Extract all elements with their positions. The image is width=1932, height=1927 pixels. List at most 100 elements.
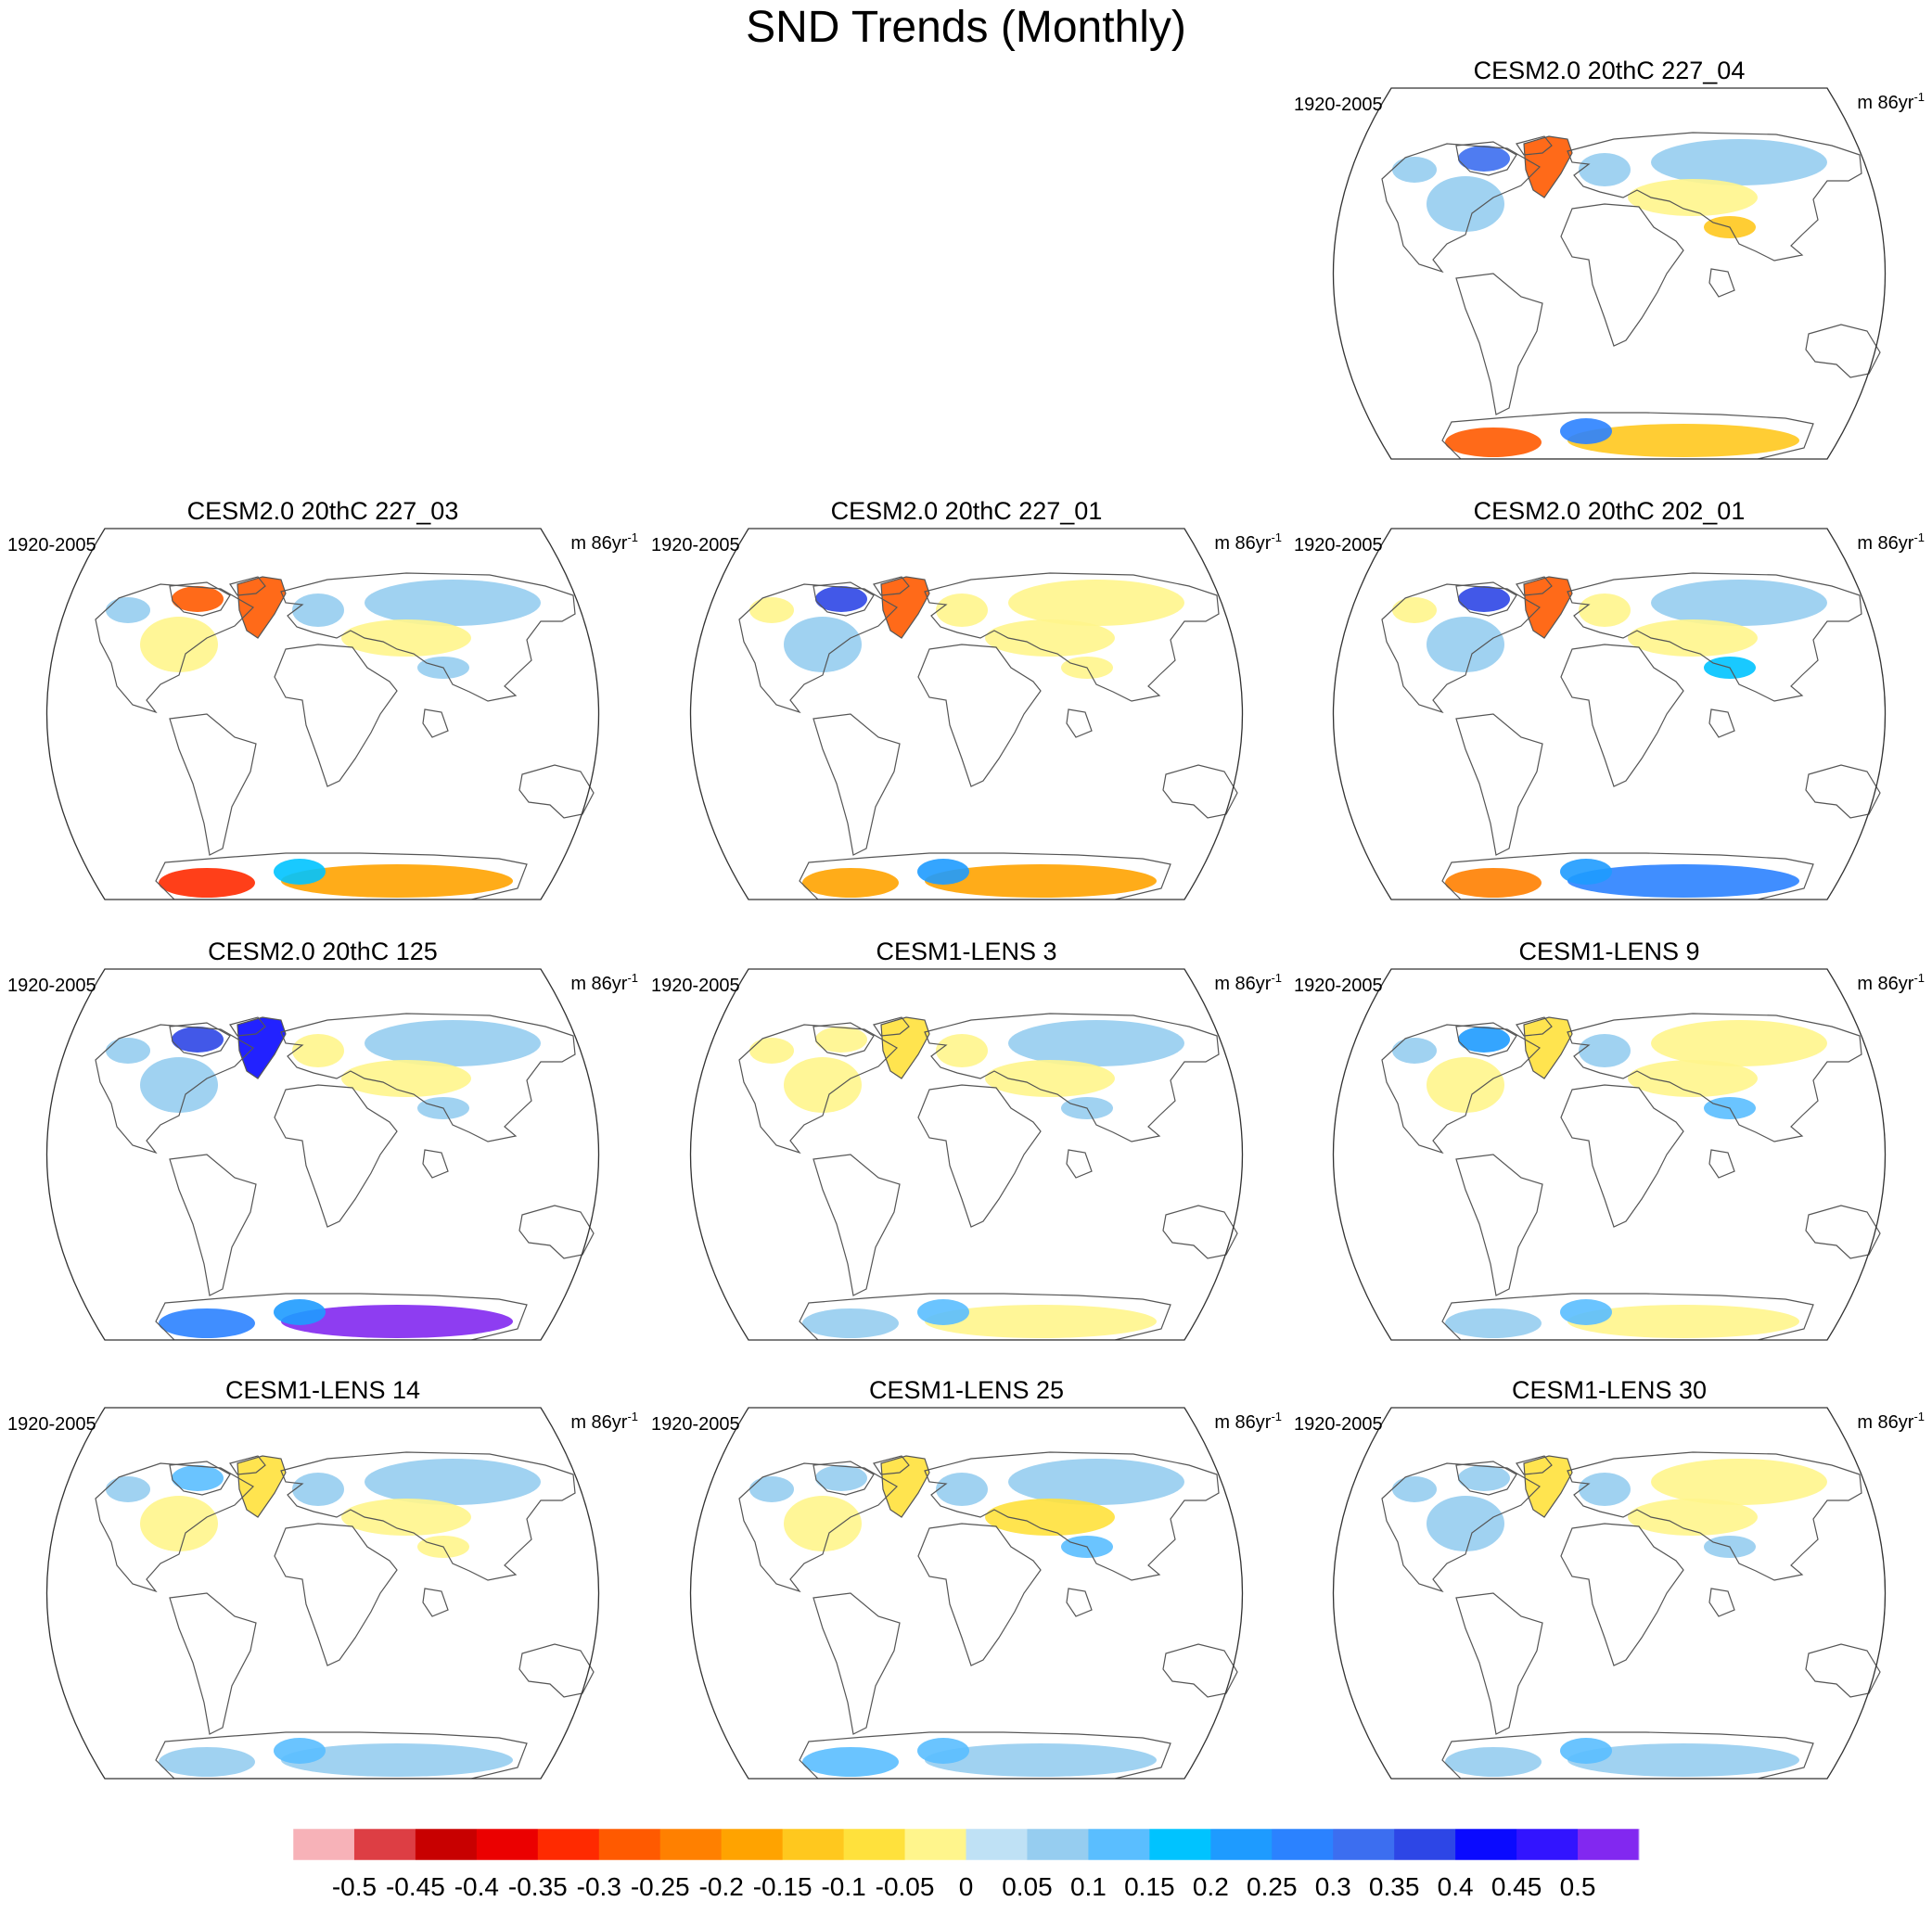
coastline-1	[1455, 1154, 1543, 1296]
panel-units: m 86yr-1	[1857, 90, 1925, 113]
coastline-5	[1162, 1205, 1238, 1259]
map-panel-cesm2-227-04: CESM2.0 20thC 227_04 1920-2005 m 86yr-1	[1294, 57, 1925, 460]
region-nam-interior	[140, 1057, 218, 1113]
panel-units: m 86yr-1	[1214, 1410, 1282, 1433]
coastline-1	[169, 1592, 257, 1735]
coastline-arctic-archipelago	[1455, 1022, 1517, 1057]
coastline-0	[1381, 583, 1541, 714]
coastline-arctic-archipelago	[1455, 141, 1517, 176]
figure-title: SND Trends (Monthly)	[746, 3, 1186, 52]
region-antarctica-pen	[1560, 1299, 1612, 1325]
map-body	[1381, 1451, 1881, 1779]
colorbar-box	[1394, 1829, 1456, 1860]
region-central-asia	[1628, 179, 1758, 216]
coastline-0	[738, 1024, 898, 1155]
colorbar-tick-label: 0	[959, 1872, 974, 1901]
coastline-5	[518, 764, 595, 819]
region-antarctica-e	[1567, 1743, 1799, 1777]
colorbar-tick-label: -0.25	[631, 1872, 690, 1901]
region-central-asia	[341, 1060, 471, 1097]
coastline-4	[917, 1084, 1042, 1228]
coastline-1	[812, 1154, 901, 1296]
region-siberia	[1651, 1459, 1827, 1505]
panel-units: m 86yr-1	[1857, 971, 1925, 994]
region-canadian-archipelago	[172, 586, 224, 612]
colorbar-box	[1578, 1829, 1640, 1860]
panel-units: m 86yr-1	[1857, 1410, 1925, 1433]
region-nam-interior	[784, 1057, 862, 1113]
region-greenland	[237, 1456, 286, 1517]
region-antarctica-e	[1567, 864, 1799, 898]
coastline-greenland	[1523, 1455, 1573, 1518]
region-canadian-archipelago	[1458, 1027, 1510, 1053]
coastline-greenland	[237, 1016, 287, 1079]
colorbar-tick-label: -0.05	[876, 1872, 935, 1901]
region-antarctica-pen	[917, 1299, 969, 1325]
region-nam-interior	[784, 617, 862, 672]
coastline-3	[1567, 132, 1862, 262]
panel-units: m 86yr-1	[570, 530, 638, 554]
coastline-arctic-archipelago	[812, 1461, 875, 1496]
coastline-arctic-archipelago	[169, 1022, 231, 1057]
coastline-2	[1516, 576, 1553, 596]
colorbar-tick-label: 0.4	[1438, 1872, 1474, 1901]
region-greenland	[881, 577, 929, 638]
coastline-antarctica	[799, 852, 1171, 900]
region-scandinavia	[1579, 593, 1631, 627]
panel-period: 1920-2005	[1294, 1414, 1383, 1435]
panel-units-base: m 86yr	[570, 974, 627, 994]
panel-units-exponent: -1	[1913, 1410, 1925, 1423]
coastline-greenland	[237, 1455, 287, 1518]
panel-units-exponent: -1	[1271, 971, 1282, 985]
region-greenland	[237, 577, 286, 638]
region-antarctica-w	[159, 1308, 255, 1338]
coastline-1	[1455, 713, 1543, 856]
coastline-0	[738, 1462, 898, 1593]
region-antarctica-e	[281, 1743, 513, 1777]
coastline-6	[422, 708, 449, 738]
region-siberia	[365, 1459, 541, 1505]
coastline-3	[924, 572, 1220, 702]
panel-units: m 86yr-1	[570, 1410, 638, 1433]
colorbar-box	[782, 1829, 845, 1860]
coastline-arctic-archipelago	[1455, 1461, 1517, 1496]
region-nam-interior	[140, 1496, 218, 1551]
panel-title: CESM1-LENS 3	[876, 938, 1056, 965]
map-border	[689, 968, 1244, 1341]
coastline-greenland	[1523, 1016, 1573, 1079]
panel-title: CESM2.0 20thC 227_01	[831, 497, 1103, 525]
map-panel-lens-9: CESM1-LENS 9 1920-2005 m 86yr-1	[1294, 938, 1925, 1341]
map-body	[95, 1451, 595, 1779]
coastline-arctic-archipelago	[812, 581, 875, 617]
colorbar-tick-label: -0.5	[332, 1872, 377, 1901]
region-canadian-archipelago	[1458, 146, 1510, 172]
region-alaska	[106, 1038, 150, 1064]
panel-units-base: m 86yr	[1857, 974, 1913, 994]
coastline-arctic-archipelago	[169, 1461, 231, 1496]
panel-period: 1920-2005	[651, 976, 740, 996]
region-antarctica-w	[159, 1747, 255, 1777]
colorbar-box	[537, 1829, 600, 1860]
map-panel-lens-30: CESM1-LENS 30 1920-2005 m 86yr-1	[1294, 1376, 1925, 1780]
coastline-0	[1381, 1024, 1541, 1155]
panel-units-exponent: -1	[1913, 90, 1925, 104]
region-alaska	[1392, 597, 1437, 623]
region-scandinavia	[292, 1034, 344, 1067]
region-antarctica-w	[1445, 1308, 1542, 1338]
region-greenland	[1524, 136, 1572, 198]
map-body	[1381, 572, 1881, 900]
coastline-5	[518, 1205, 595, 1259]
region-antarctica-pen	[1560, 1738, 1612, 1764]
region-greenland	[881, 1456, 929, 1517]
coastline-antarctica	[155, 1731, 528, 1779]
coastline-0	[1381, 143, 1541, 274]
coastline-2	[873, 1455, 910, 1475]
region-canadian-archipelago	[1458, 1465, 1510, 1491]
region-scandinavia	[1579, 1473, 1631, 1506]
panel-period: 1920-2005	[1294, 976, 1383, 996]
colorbar-box	[476, 1829, 539, 1860]
region-antarctica-pen	[1560, 859, 1612, 885]
panel-units: m 86yr-1	[1214, 971, 1282, 994]
map-border	[1332, 968, 1887, 1341]
region-antarctica-e	[925, 1305, 1157, 1338]
